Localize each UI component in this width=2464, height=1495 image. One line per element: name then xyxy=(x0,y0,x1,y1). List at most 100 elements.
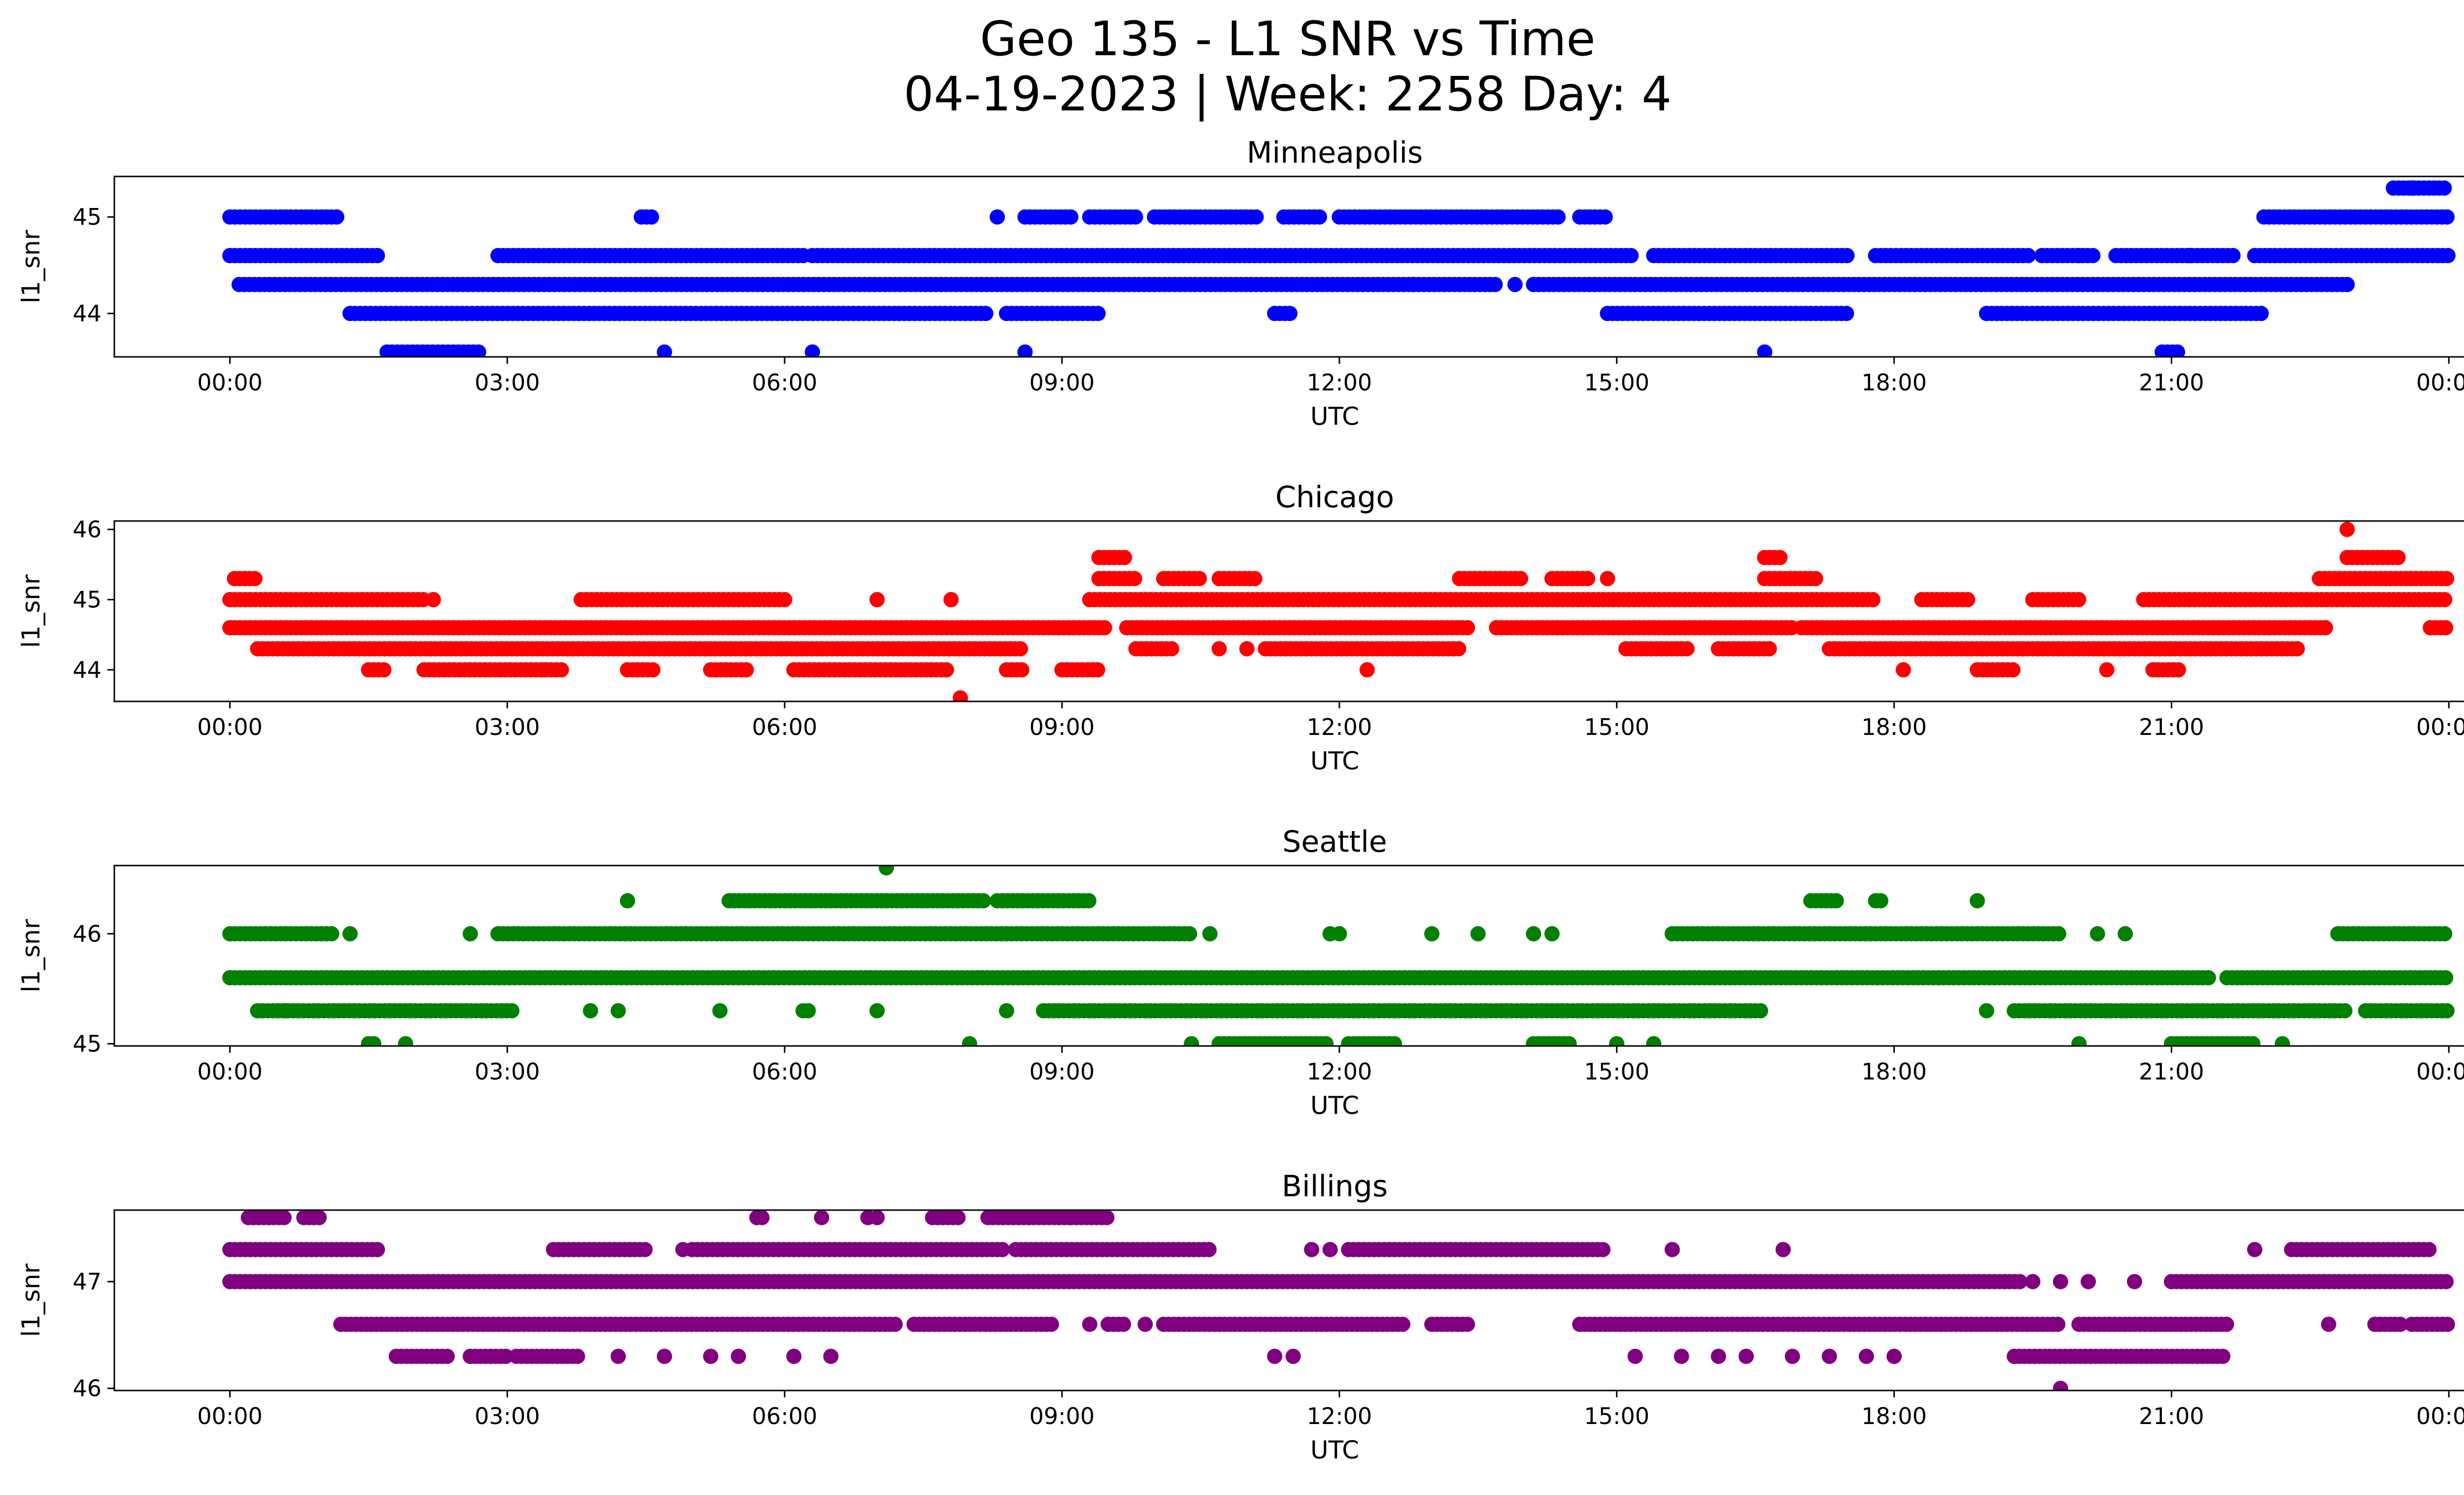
data-point xyxy=(1044,1317,1059,1332)
data-point xyxy=(2085,248,2101,263)
data-point xyxy=(1623,248,1639,263)
data-point xyxy=(1116,1317,1131,1332)
data-point xyxy=(939,662,954,678)
data-point xyxy=(1784,1349,1800,1364)
axes-frame xyxy=(113,175,2464,358)
data-point xyxy=(2089,926,2105,941)
x-tick-label: 15:00 xyxy=(1584,1403,1649,1429)
data-point xyxy=(869,592,885,607)
data-point xyxy=(1014,662,1029,678)
figure-title-line1: Geo 135 - L1 SNR vs Time xyxy=(980,11,1596,67)
data-point xyxy=(2253,306,2269,321)
data-point xyxy=(1828,893,1844,908)
y-tick-label: 44 xyxy=(72,657,102,683)
data-point xyxy=(1526,926,1541,941)
data-point xyxy=(2053,1274,2068,1289)
data-point xyxy=(879,866,894,875)
subplot-grid: 00:00 03:00 06:00 09:00 12:00 15:00 18:00 21:00… xyxy=(17,136,2464,1464)
data-point xyxy=(2290,641,2305,657)
x-tick-label: 18:00 xyxy=(1861,1058,1927,1085)
data-point xyxy=(1063,209,1079,225)
data-point xyxy=(1895,662,1911,678)
data-point xyxy=(644,209,659,225)
x-tick-label: 06:00 xyxy=(752,1058,818,1085)
data-point xyxy=(2099,662,2115,678)
y-axis-label: l1_snr xyxy=(17,1263,45,1337)
data-point xyxy=(2390,550,2406,565)
data-point xyxy=(823,1349,839,1364)
data-point xyxy=(1761,641,1777,657)
x-tick-label: 12:00 xyxy=(1307,1058,1372,1085)
data-point xyxy=(1451,641,1467,657)
data-point xyxy=(814,1210,829,1225)
data-point xyxy=(1090,662,1105,678)
data-point xyxy=(887,1317,903,1332)
data-point xyxy=(1679,641,1695,657)
data-point xyxy=(1711,1349,1726,1364)
data-point xyxy=(1757,344,1773,357)
x-tick-label: 09:00 xyxy=(1029,1403,1095,1429)
x-tick-label: 18:00 xyxy=(1861,714,1927,740)
data-point xyxy=(2118,926,2133,941)
x-axis-label: UTC xyxy=(1310,1091,1359,1120)
data-point xyxy=(1164,641,1179,657)
data-point xyxy=(976,893,992,908)
data-point xyxy=(2421,1242,2437,1257)
data-point xyxy=(961,1036,977,1046)
data-point xyxy=(656,1349,672,1364)
subplot-seattle: 00:00 03:00 06:00 09:00 12:00 15:00 18:00 21:00… xyxy=(17,825,2464,1120)
data-point xyxy=(1839,248,1855,263)
data-point xyxy=(953,690,968,701)
data-point xyxy=(1772,550,1788,565)
data-point xyxy=(1359,662,1375,678)
data-point xyxy=(2025,1274,2041,1289)
data-point xyxy=(1248,209,1264,225)
data-point xyxy=(869,1210,885,1225)
data-point xyxy=(777,592,792,607)
data-point xyxy=(805,344,820,357)
data-point xyxy=(2339,277,2355,292)
data-point xyxy=(1775,1242,1791,1257)
data-point xyxy=(754,1210,770,1225)
x-tick-label: 00:00 xyxy=(2416,1403,2464,1429)
data-point xyxy=(1627,1349,1643,1364)
data-point xyxy=(1082,1317,1097,1332)
x-tick-label: 00:00 xyxy=(197,1403,263,1429)
data-point xyxy=(1600,571,1615,587)
data-point xyxy=(1544,926,1560,941)
data-point xyxy=(1487,277,1503,292)
x-tick-label: 15:00 xyxy=(1584,1058,1649,1085)
data-point xyxy=(2012,1274,2028,1289)
data-point xyxy=(1096,620,1112,635)
data-point xyxy=(370,248,385,263)
data-point xyxy=(1561,1036,1577,1046)
x-tick-label: 21:00 xyxy=(2139,1058,2204,1085)
data-point xyxy=(786,1349,802,1364)
data-point xyxy=(2440,248,2456,263)
data-point xyxy=(2182,248,2198,263)
data-point xyxy=(1081,893,1096,908)
data-point xyxy=(1664,1242,1680,1257)
data-point xyxy=(2404,180,2420,196)
data-point xyxy=(1808,571,1823,587)
data-point xyxy=(2200,970,2216,986)
data-point xyxy=(2215,1349,2230,1364)
data-point xyxy=(1090,306,1106,321)
data-point xyxy=(656,344,672,357)
data-point xyxy=(2437,926,2453,941)
data-point xyxy=(462,926,478,941)
data-point xyxy=(247,571,263,587)
data-point xyxy=(2337,1003,2353,1019)
data-point xyxy=(1304,1242,1320,1257)
data-point xyxy=(536,662,552,678)
data-point xyxy=(2020,248,2036,263)
data-point xyxy=(2053,1381,2068,1391)
y-tick-label: 45 xyxy=(72,587,102,613)
y-tick-label: 46 xyxy=(72,1375,102,1402)
data-point xyxy=(2438,970,2454,986)
data-point xyxy=(1507,277,1523,292)
x-tick-label: 09:00 xyxy=(1029,714,1095,740)
data-point xyxy=(2071,248,2087,263)
data-point xyxy=(2247,1242,2262,1257)
data-point xyxy=(1424,926,1439,941)
